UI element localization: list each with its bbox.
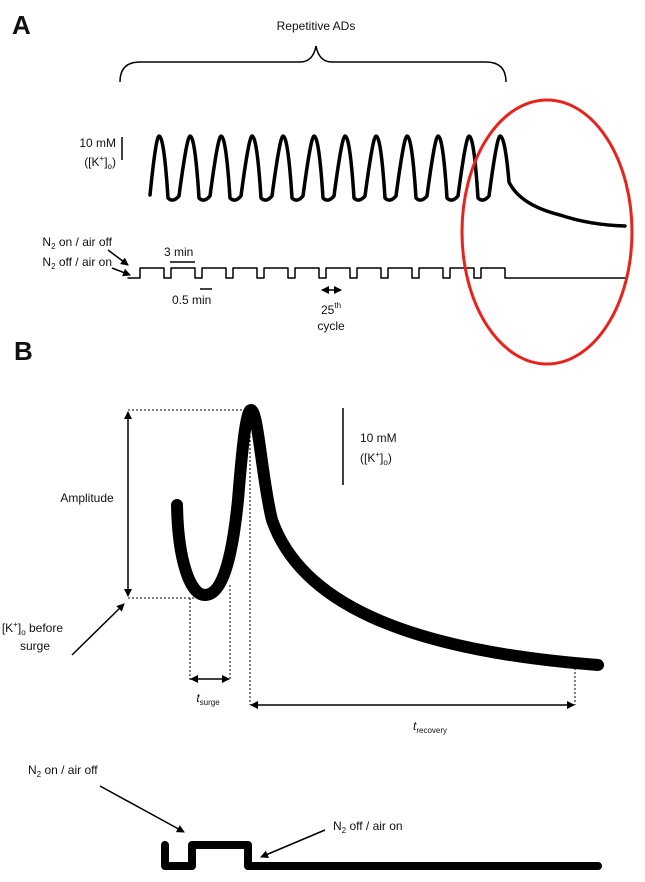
scale-value: 10 mM [79, 136, 116, 150]
text-part: N [42, 255, 51, 269]
text-part: [K [2, 621, 13, 635]
scale-unit: ([K+]o) [84, 154, 116, 171]
guide-lines [128, 409, 576, 705]
highlight-ellipse [460, 98, 634, 366]
n2-on-label: N2 on / air off [28, 763, 98, 779]
text-part: o [108, 162, 113, 171]
gas-protocol [161, 841, 602, 870]
panel-label: B [14, 336, 33, 366]
text-part: off / air on [56, 255, 112, 269]
text-part: ) [388, 451, 392, 465]
panel-label: A [12, 10, 31, 40]
n2-off-label: N2 off / air on [333, 819, 403, 835]
text-part: ] [18, 621, 21, 635]
text-part: N [333, 819, 342, 833]
scale-value: 10 mM [360, 431, 397, 445]
text-part: ] [104, 155, 107, 169]
text-part: + [100, 154, 105, 163]
text-part: on / air off [41, 763, 98, 777]
text-part: 2 [37, 770, 42, 779]
text-part: o [21, 628, 26, 637]
text-part: ] [380, 451, 383, 465]
baseline-label: [K+]o before [2, 620, 63, 637]
amplitude-label: Amplitude [60, 491, 114, 505]
text-part: th [334, 301, 341, 310]
text-part: surge [200, 698, 221, 707]
text-part: 25 [321, 303, 335, 317]
cycle-number: 25th [321, 301, 341, 317]
bracket [119, 45, 507, 83]
text-part: + [13, 620, 18, 629]
arrow [260, 829, 326, 858]
text-part: N [28, 763, 37, 777]
n2-off-label: N2 off / air on [42, 255, 112, 271]
text-part: N [42, 235, 51, 249]
text-part: ([K [360, 451, 375, 465]
text-part: 2 [51, 242, 56, 251]
n2-on-label: N2 on / air off [42, 235, 112, 251]
baseline-label: surge [20, 639, 50, 653]
text-part: before [26, 621, 64, 635]
potassium-trace [148, 134, 627, 228]
scale-unit: ([K+]o) [360, 450, 392, 467]
bracket-label: Repetitive ADs [277, 19, 356, 33]
text-part: + [375, 450, 380, 459]
arrow [71, 603, 125, 656]
text-part: off / air on [346, 819, 402, 833]
text-part: on / air off [56, 235, 113, 249]
text-part: 2 [51, 262, 56, 271]
t-surge: tsurge [196, 691, 220, 707]
text-part: ([K [84, 155, 99, 169]
t-recovery: trecovery [413, 719, 447, 735]
text-part: 2 [342, 826, 347, 835]
potassium-trace [171, 404, 604, 671]
text-part: recovery [416, 726, 447, 735]
duration-off: 0.5 min [172, 293, 211, 307]
text-part: t [413, 719, 417, 733]
duration-on: 3 min [164, 245, 193, 259]
text-part: t [196, 691, 200, 705]
cycle-word: cycle [317, 319, 345, 333]
arrow [99, 785, 185, 833]
arrow [107, 249, 129, 266]
text-part: o [383, 458, 388, 467]
gas-protocol [127, 267, 626, 279]
text-part: ) [112, 155, 116, 169]
arrow [111, 267, 131, 277]
